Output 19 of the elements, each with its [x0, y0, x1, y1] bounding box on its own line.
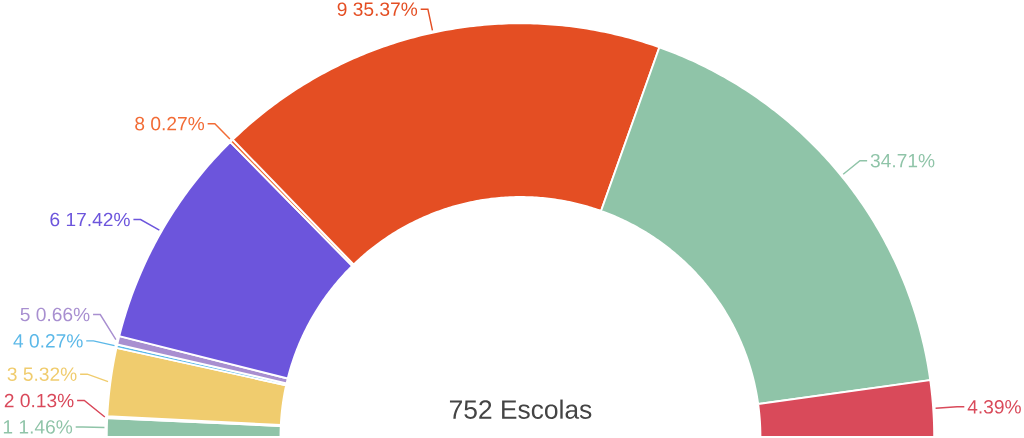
slice-label: 4	[13, 334, 24, 348]
slice-label: 6	[50, 212, 60, 227]
slice-label: 1	[3, 420, 13, 434]
text: 752 Escolas	[449, 399, 592, 419]
data-label: 1.46%	[19, 420, 73, 434]
data-label: 35.37%	[353, 2, 418, 17]
data-label: 0.27%	[29, 334, 83, 348]
data-label: 34.71%	[870, 153, 935, 168]
slice-label: 8	[135, 116, 145, 131]
slice-label: 9	[337, 2, 347, 17]
data-label: 5.32%	[23, 367, 77, 381]
slice-label: 5	[20, 307, 30, 322]
slice-label: 2	[4, 393, 14, 408]
data-label: 17.42%	[66, 212, 130, 227]
data-label: 0.27%	[151, 116, 205, 131]
data-label: 0.13%	[20, 393, 74, 408]
data-label: 4.39%	[967, 400, 1021, 414]
slice-label: 3	[7, 367, 17, 381]
data-label: 0.66%	[36, 307, 90, 322]
